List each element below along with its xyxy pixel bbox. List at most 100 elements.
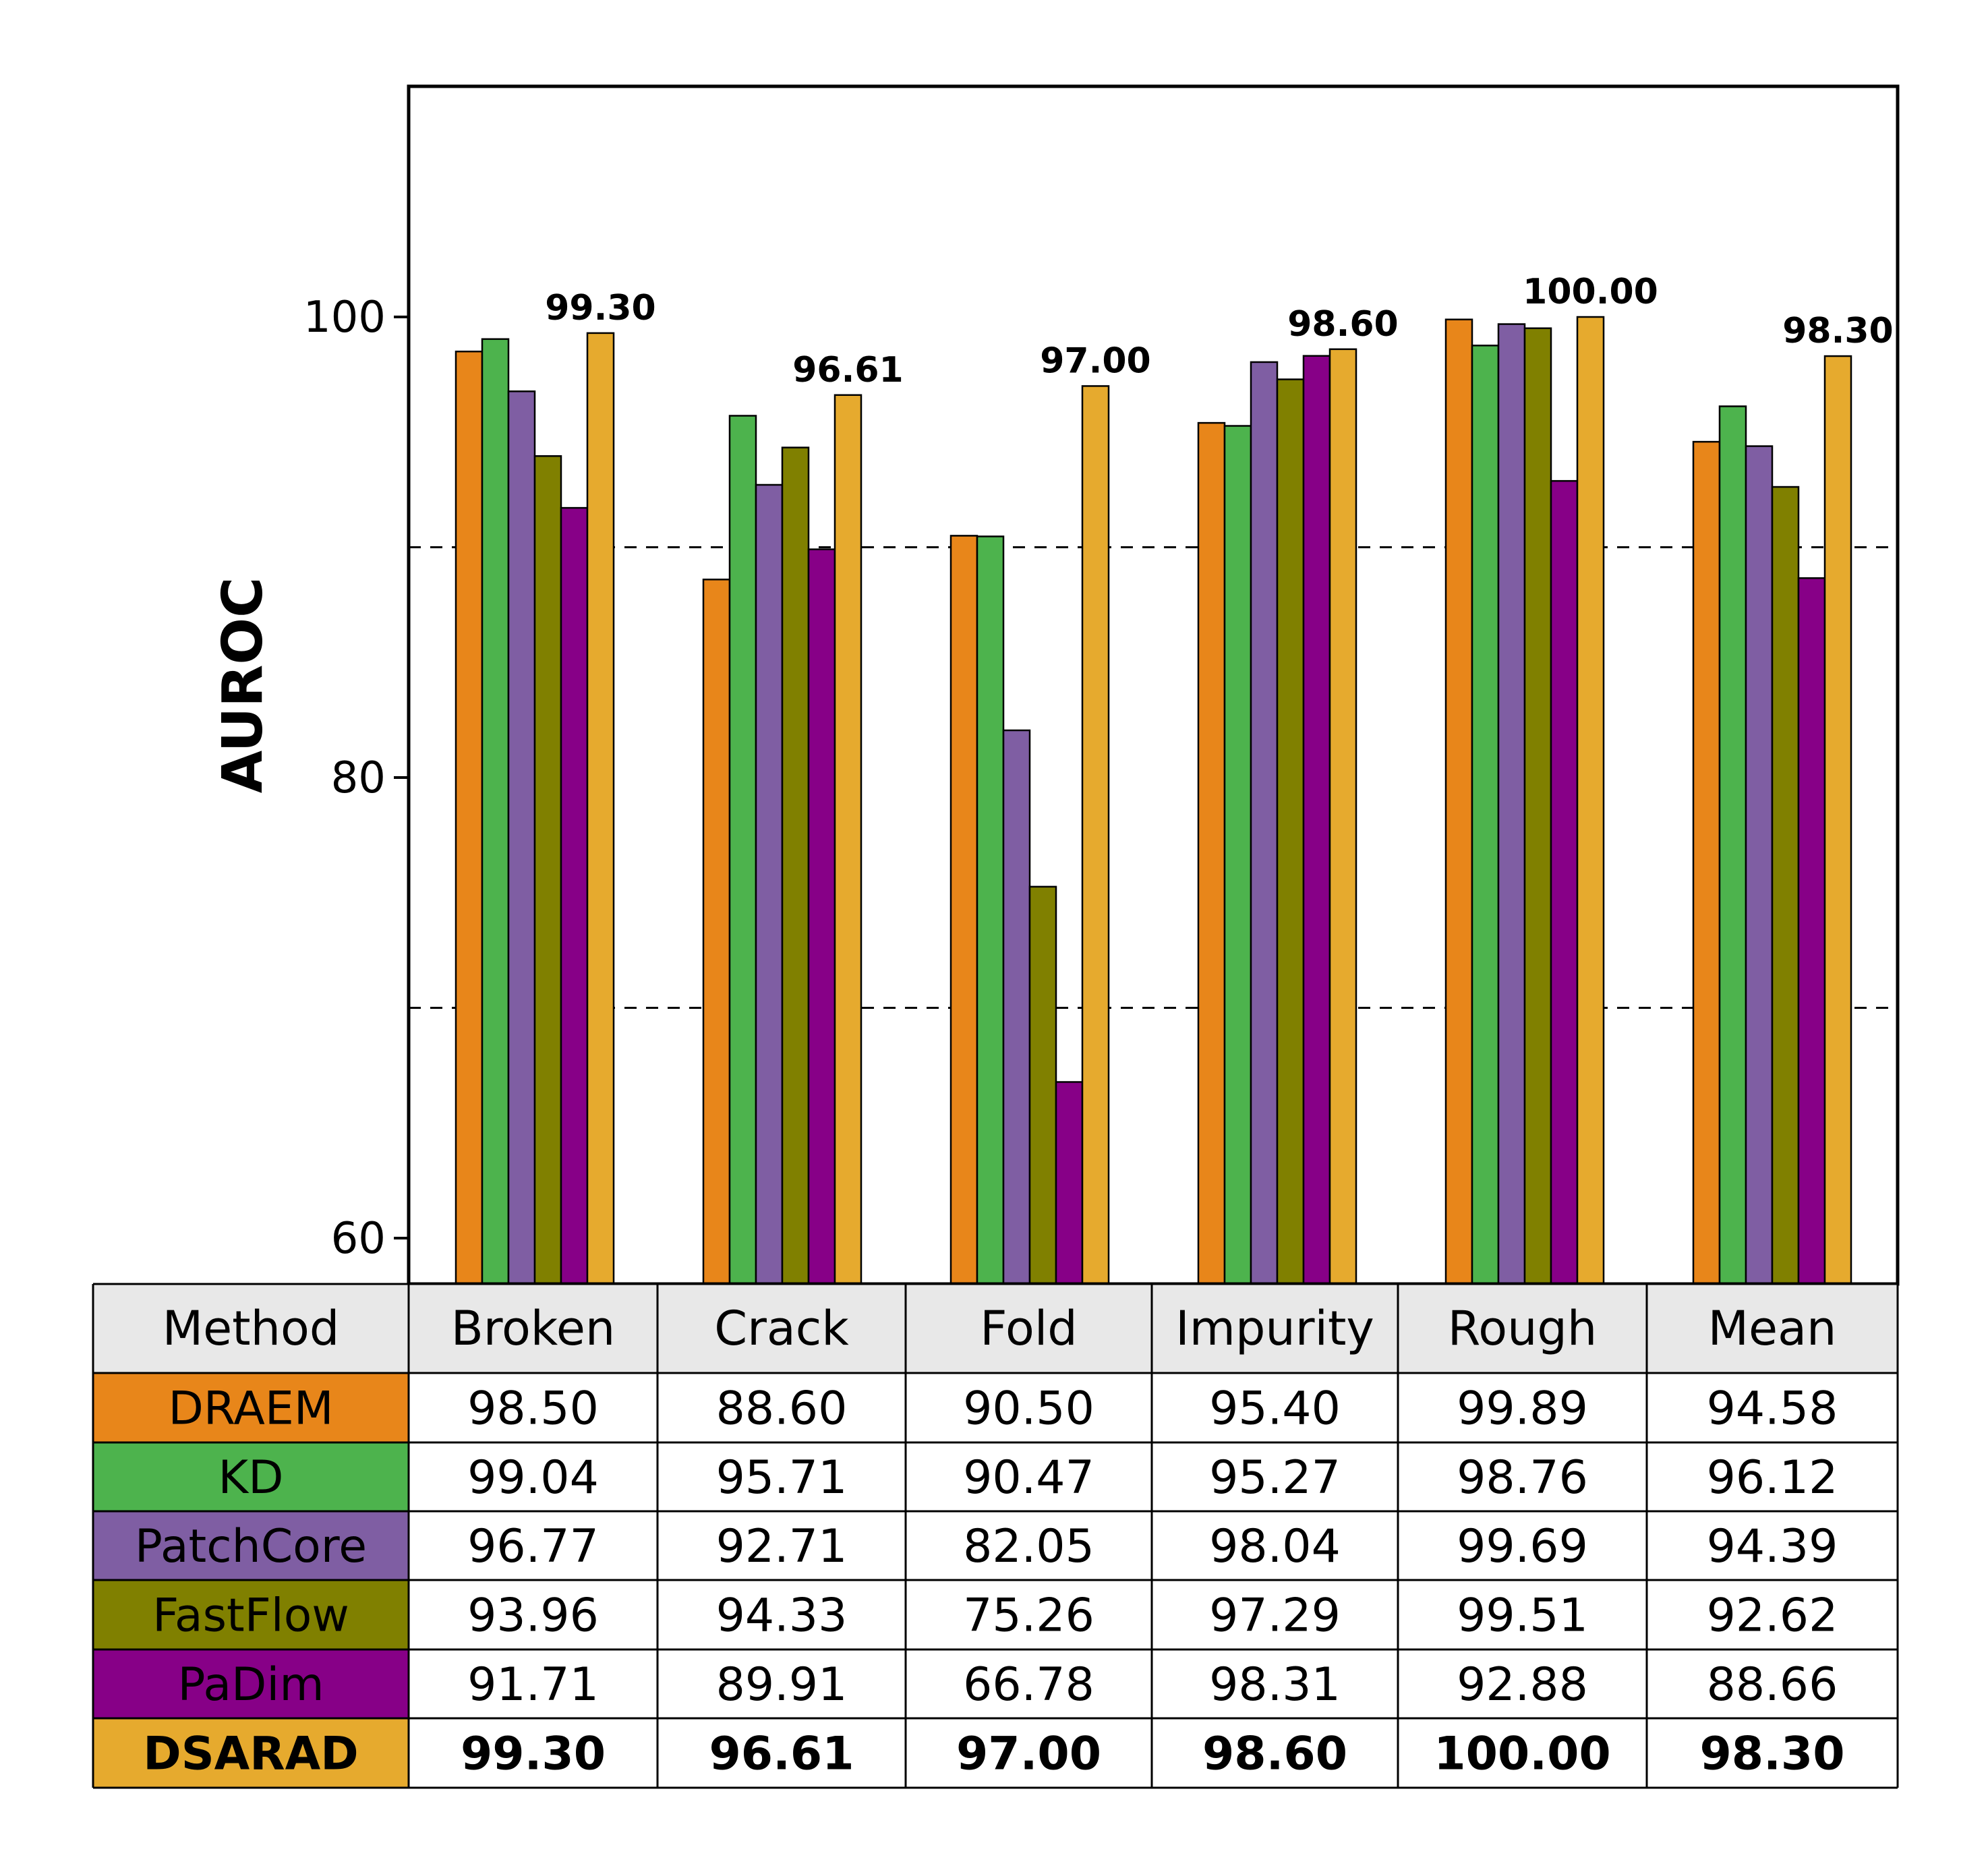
table-cell: KD [218, 1451, 284, 1504]
table-header-cell: Fold [980, 1301, 1077, 1356]
table-cell: 92.62 [1707, 1589, 1838, 1643]
y-axis-label: AUROC [211, 577, 275, 794]
bar-padim-fold [1055, 1081, 1084, 1285]
bar-padim-crack [807, 548, 836, 1285]
bar-fastflow-mean [1771, 486, 1800, 1285]
bar-dsarad-broken [586, 332, 615, 1285]
bar-dsarad-impurity [1328, 348, 1357, 1285]
table-cell: 90.47 [963, 1451, 1094, 1504]
table-cell: 91.71 [467, 1658, 599, 1712]
table-cell: 97.29 [1209, 1589, 1341, 1643]
table-cell: DRAEM [168, 1382, 333, 1436]
annotation-crack: 96.61 [792, 350, 903, 390]
table-cell: 94.58 [1707, 1382, 1838, 1436]
annotation-fold: 97.00 [1040, 341, 1150, 381]
bar-dsarad-mean [1823, 355, 1852, 1285]
plot-frame [407, 84, 1900, 1286]
method-swatch-fastflow [93, 1580, 409, 1649]
bar-draem-fold [949, 535, 978, 1285]
bar-padim-mean [1797, 577, 1826, 1285]
table-cell: 98.04 [1209, 1520, 1341, 1573]
table-header-cell: Broken [451, 1301, 616, 1356]
table-cell: 100.00 [1434, 1728, 1610, 1781]
table-cell: 99.04 [467, 1451, 599, 1504]
bar-kd-impurity [1223, 425, 1252, 1285]
table-cell: PatchCore [135, 1520, 367, 1573]
results-table: Method Broken Crack Fold Impurity Rough Mean DR… [92, 1283, 1899, 1789]
bar-draem-crack [702, 579, 731, 1285]
table-cell: 96.12 [1707, 1451, 1838, 1504]
method-swatch-kd [93, 1442, 409, 1511]
grid-lines [409, 546, 1898, 1009]
bar-draem-impurity [1197, 421, 1226, 1285]
table-cell: 90.50 [963, 1382, 1094, 1436]
table-cell: 95.40 [1209, 1382, 1341, 1436]
bar-dsarad-fold [1081, 385, 1110, 1285]
table-cell: 98.60 [1202, 1728, 1347, 1781]
table-cell: 95.71 [716, 1451, 848, 1504]
bar-patchcore-fold [1002, 729, 1031, 1285]
bar-padim-broken [560, 506, 589, 1285]
table-cell: 94.39 [1707, 1520, 1838, 1573]
table-cell: 99.89 [1457, 1382, 1588, 1436]
bar-fastflow-fold [1028, 885, 1057, 1285]
y-axis: 60 80 100 [303, 293, 409, 1264]
table-cell: DSARAD [143, 1728, 358, 1781]
bar-patchcore-impurity [1250, 361, 1279, 1285]
bar-fastflow-broken [533, 455, 562, 1285]
bar-patchcore-mean [1745, 445, 1774, 1285]
bar-kd-mean [1718, 405, 1747, 1285]
y-tick-label-80: 80 [331, 753, 386, 803]
annotation-broken: 99.30 [545, 288, 655, 328]
bar-padim-rough [1550, 479, 1579, 1285]
table-cell: FastFlow [152, 1589, 349, 1643]
table-cell: 99.69 [1457, 1520, 1588, 1573]
bar-fastflow-rough [1523, 327, 1552, 1285]
table-cell: 98.50 [467, 1382, 599, 1436]
bar-padim-impurity [1302, 355, 1331, 1285]
bar-patchcore-rough [1497, 323, 1526, 1285]
table-cell: 92.88 [1457, 1658, 1588, 1712]
method-swatch-dsarad [93, 1718, 409, 1788]
bars [455, 316, 1852, 1285]
table-cell: 92.71 [716, 1520, 848, 1573]
bar-draem-broken [455, 350, 484, 1285]
table-cell: 98.31 [1209, 1658, 1341, 1712]
table-cell: 95.27 [1209, 1451, 1341, 1504]
table-cell: 88.60 [716, 1382, 848, 1436]
bar-fastflow-impurity [1276, 378, 1305, 1285]
table-header-background [93, 1284, 1898, 1373]
table-cell: 93.96 [467, 1589, 599, 1643]
bar-kd-crack [728, 415, 757, 1285]
bar-patchcore-crack [755, 484, 784, 1285]
annotation-rough: 100.00 [1523, 272, 1658, 312]
method-swatch-patchcore [93, 1511, 409, 1580]
bar-kd-fold [976, 535, 1005, 1285]
table-cell: 97.00 [956, 1728, 1101, 1781]
bar-kd-rough [1471, 345, 1500, 1285]
table-header-cell: Rough [1448, 1301, 1597, 1356]
table-cell: 96.61 [709, 1728, 854, 1781]
table-cell: 99.30 [461, 1728, 606, 1781]
table-cell: PaDim [177, 1658, 324, 1712]
bar-value-labels: 99.30 96.61 97.00 98.60 100.00 98.30 [545, 272, 1893, 390]
table-header-cell: Mean [1708, 1301, 1837, 1356]
y-tick-label-60: 60 [331, 1214, 386, 1264]
method-swatch-padim [93, 1649, 409, 1718]
table-cell: 82.05 [963, 1520, 1094, 1573]
table-cell: 89.91 [716, 1658, 848, 1712]
y-tick-label-100: 100 [303, 293, 386, 343]
annotation-impurity: 98.60 [1287, 304, 1398, 345]
bar-kd-broken [481, 338, 510, 1285]
table-header-cell: Crack [714, 1301, 849, 1356]
bar-dsarad-crack [834, 394, 863, 1285]
table-cell: 96.77 [467, 1520, 599, 1573]
bar-draem-mean [1692, 440, 1721, 1285]
annotation-mean: 98.30 [1782, 311, 1893, 351]
table-header-cell: Impurity [1175, 1301, 1374, 1356]
table-cell: 98.76 [1457, 1451, 1588, 1504]
table-cell: 66.78 [963, 1658, 1094, 1712]
table-cell: 99.51 [1457, 1589, 1588, 1643]
table-cell: 88.66 [1707, 1658, 1838, 1712]
